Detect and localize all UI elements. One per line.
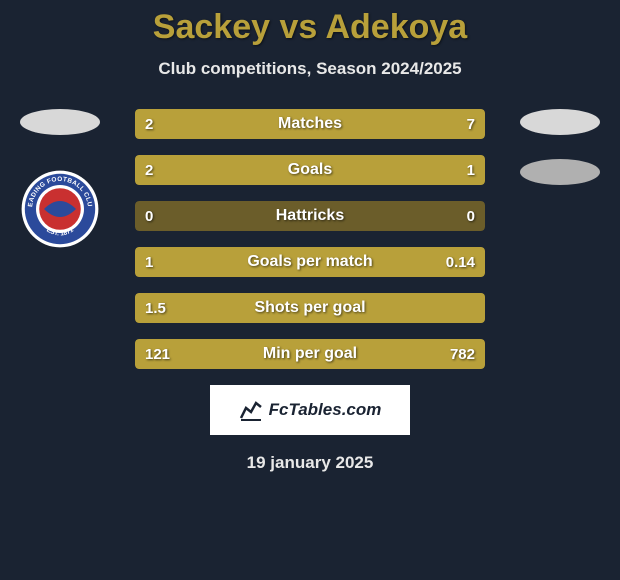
player-avatar-left xyxy=(20,109,100,135)
stat-value-right: 782 xyxy=(450,339,475,369)
stat-row: 1.5Shots per goal xyxy=(135,293,485,323)
stat-row: 2Goals1 xyxy=(135,155,485,185)
stat-label: Min per goal xyxy=(135,339,485,369)
stat-value-right: 0 xyxy=(467,201,475,231)
stat-label: Goals xyxy=(135,155,485,185)
stat-label: Goals per match xyxy=(135,247,485,277)
stat-value-right: 7 xyxy=(467,109,475,139)
page-subtitle: Club competitions, Season 2024/2025 xyxy=(0,59,620,79)
stat-label: Hattricks xyxy=(135,201,485,231)
club-badge-icon: READING FOOTBALL CLUB EST. 1871 xyxy=(20,169,100,249)
stat-row: 1Goals per match0.14 xyxy=(135,247,485,277)
page-title: Sackey vs Adekoya xyxy=(0,8,620,47)
stats-container: 2Matches72Goals10Hattricks01Goals per ma… xyxy=(135,109,485,369)
stat-row: 121Min per goal782 xyxy=(135,339,485,369)
club-badge-left: READING FOOTBALL CLUB EST. 1871 xyxy=(20,169,100,249)
date-text: 19 january 2025 xyxy=(0,453,620,473)
header: Sackey vs Adekoya Club competitions, Sea… xyxy=(0,0,620,79)
player-avatar-right xyxy=(520,109,600,135)
stat-row: 2Matches7 xyxy=(135,109,485,139)
stat-label: Shots per goal xyxy=(135,293,485,323)
content-area: READING FOOTBALL CLUB EST. 1871 2Matches… xyxy=(0,109,620,473)
stat-row: 0Hattricks0 xyxy=(135,201,485,231)
branding-text: FcTables.com xyxy=(269,400,382,420)
branding-box: FcTables.com xyxy=(210,385,410,435)
stat-label: Matches xyxy=(135,109,485,139)
stat-value-right: 0.14 xyxy=(446,247,475,277)
stat-value-right: 1 xyxy=(467,155,475,185)
club-badge-right-placeholder xyxy=(520,159,600,185)
chart-icon xyxy=(239,398,263,422)
